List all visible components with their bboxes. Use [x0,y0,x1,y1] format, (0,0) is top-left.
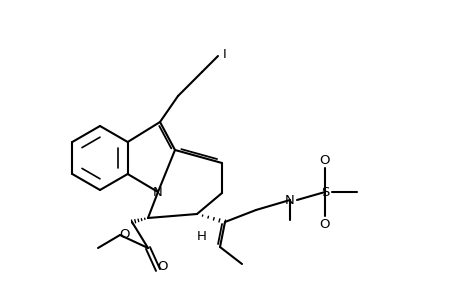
Text: O: O [319,154,330,166]
Text: N: N [285,194,294,206]
Text: N: N [153,185,162,199]
Text: O: O [119,229,130,242]
Text: O: O [157,260,168,272]
Text: S: S [320,185,329,199]
Text: H: H [196,230,207,242]
Text: I: I [223,47,226,61]
Text: O: O [319,218,330,230]
